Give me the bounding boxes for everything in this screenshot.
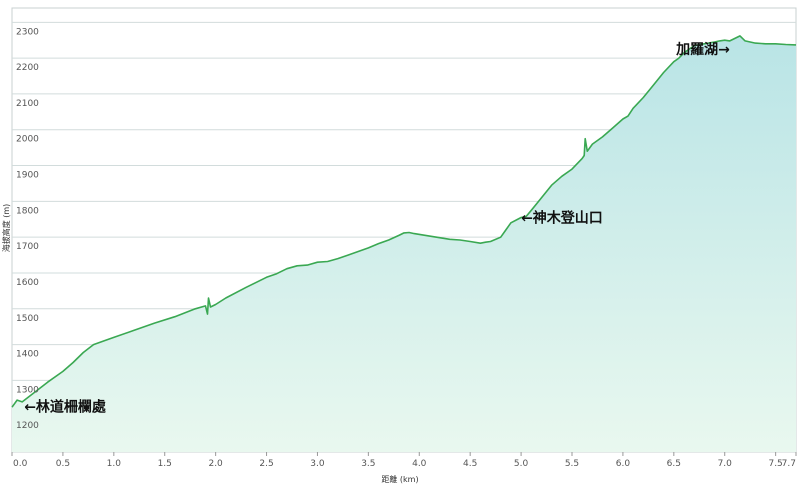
y-axis-title: 海拔高度 (m) [1, 204, 11, 253]
elevation-area-fill [12, 35, 796, 453]
annotations: ←林道柵欄處 ←神木登山口 加羅湖→ [24, 42, 730, 415]
y-tick-label: 2300 [16, 27, 39, 37]
elevation-line [11, 35, 797, 408]
annotation-label: ←林道柵欄處 [24, 399, 107, 416]
x-tick-label: 6.5 [667, 459, 681, 469]
y-tick-label: 1200 [16, 421, 39, 431]
y-tick-label: 2200 [16, 63, 39, 73]
annotation-label: 加羅湖→ [675, 42, 730, 58]
y-tick-label: 1800 [16, 206, 39, 216]
y-tick-label: 1700 [16, 242, 39, 252]
y-tick-label: 1400 [16, 350, 39, 360]
x-tick-label: 3.5 [361, 459, 375, 469]
x-axis-title: 距離 (km) [381, 474, 418, 484]
x-tick-label: 3.0 [310, 459, 325, 469]
x-tick-label: 6.0 [616, 459, 631, 469]
x-tick-label: 2.5 [259, 459, 273, 469]
x-tick-label: 4.5 [463, 459, 477, 469]
elevation-series-line [11, 35, 797, 408]
x-axis-ticks: 0.0 0.5 1.0 1.5 2.0 2.5 3.0 3.5 4.0 4.5 5.0 5.5 6.0 6… [11, 452, 797, 469]
y-tick-label: 1600 [16, 278, 39, 288]
x-tick-label: 2.0 [208, 459, 223, 469]
y-tick-label: 2100 [16, 99, 39, 109]
x-tick-label: 1.5 [158, 459, 172, 469]
y-tick-label: 1300 [16, 385, 39, 395]
x-tick-label: 5.0 [514, 459, 529, 469]
x-tick-label: 7.0 [718, 459, 733, 469]
x-tick-label: 7.5 [768, 459, 782, 469]
x-tick-label: 5.5 [565, 459, 579, 469]
y-tick-label: 1900 [16, 171, 39, 181]
x-tick-label: 0.0 [13, 459, 28, 469]
x-tick-label: 7.7 [782, 459, 796, 469]
x-tick-label: 1.0 [107, 459, 122, 469]
annotation-label: ←神木登山口 [521, 209, 603, 226]
x-tick-label: 0.5 [56, 459, 70, 469]
y-tick-label: 1500 [16, 314, 39, 324]
y-axis-ticks: 1200 1300 1400 1500 1600 1700 1800 1900 2000 2100… [16, 27, 39, 431]
y-tick-label: 2000 [16, 135, 39, 145]
x-tick-label: 4.0 [412, 459, 427, 469]
elevation-area [12, 35, 796, 453]
